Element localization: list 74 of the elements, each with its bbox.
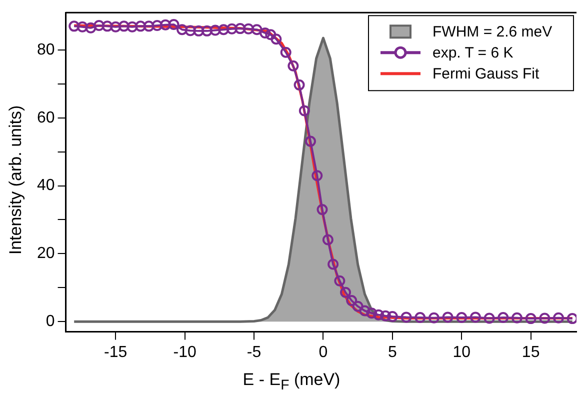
y-axis-title: Intensity (arb. units) — [6, 104, 26, 257]
point — [118, 20, 130, 32]
point — [160, 19, 171, 30]
point — [152, 20, 163, 32]
x-axis-title: E - E$_{F}$ (meV) — [242, 370, 342, 394]
y-tick-label: 40 — [37, 177, 55, 194]
y-tick-label: 80 — [37, 41, 55, 58]
point — [110, 21, 122, 32]
point — [102, 20, 113, 32]
point — [456, 312, 468, 324]
point — [201, 25, 212, 36]
point — [380, 310, 392, 322]
point — [316, 204, 328, 216]
x-tick-label: -15 — [104, 344, 128, 361]
y-tick-label: 20 — [37, 245, 55, 262]
point — [135, 20, 146, 32]
x-tick-label: 5 — [388, 344, 397, 361]
point — [85, 22, 96, 34]
point — [143, 20, 154, 32]
point — [553, 312, 564, 324]
y-tick-label: 60 — [37, 109, 55, 126]
point — [334, 275, 346, 286]
point — [242, 23, 254, 34]
point — [386, 311, 398, 322]
point — [340, 286, 352, 298]
point — [176, 24, 188, 36]
point — [218, 24, 230, 36]
x-tick-label: 10 — [452, 344, 471, 361]
point — [226, 23, 238, 34]
point — [298, 105, 310, 116]
x-tick-label: 0 — [318, 344, 328, 361]
point — [251, 24, 262, 36]
point — [288, 60, 299, 72]
x-tick-label: -10 — [173, 344, 196, 361]
point — [280, 46, 292, 58]
point — [76, 21, 88, 32]
y-tick-label: 0 — [46, 313, 55, 330]
point — [294, 79, 305, 90]
point — [210, 24, 221, 36]
point — [168, 18, 180, 30]
x-tick-label: -5 — [246, 344, 262, 361]
point — [328, 258, 339, 270]
point — [126, 21, 138, 32]
x-tick-label: 15 — [522, 344, 540, 361]
point — [94, 20, 105, 32]
point — [470, 312, 481, 323]
point — [366, 308, 378, 319]
point — [312, 170, 323, 182]
legend-label: FWHM = 2.6 meV — [432, 24, 552, 41]
legend-label: exp. T = 6 K — [432, 44, 514, 62]
point — [400, 312, 412, 323]
point — [265, 29, 276, 40]
point — [373, 309, 384, 320]
point — [484, 312, 495, 324]
point — [498, 312, 509, 324]
point — [234, 23, 246, 34]
point — [184, 25, 196, 36]
point — [304, 136, 316, 147]
point — [566, 313, 576, 324]
point — [511, 312, 522, 324]
point — [359, 305, 370, 316]
point — [525, 313, 536, 324]
point — [352, 300, 364, 312]
point — [68, 20, 80, 32]
point — [270, 34, 282, 45]
point — [322, 234, 334, 246]
point — [414, 312, 426, 324]
legend-label: Fermi Gauss Fit — [432, 66, 540, 83]
point — [193, 25, 204, 36]
point — [346, 295, 358, 306]
point — [260, 27, 271, 38]
point — [428, 312, 440, 324]
point — [539, 312, 550, 324]
point — [442, 312, 454, 323]
